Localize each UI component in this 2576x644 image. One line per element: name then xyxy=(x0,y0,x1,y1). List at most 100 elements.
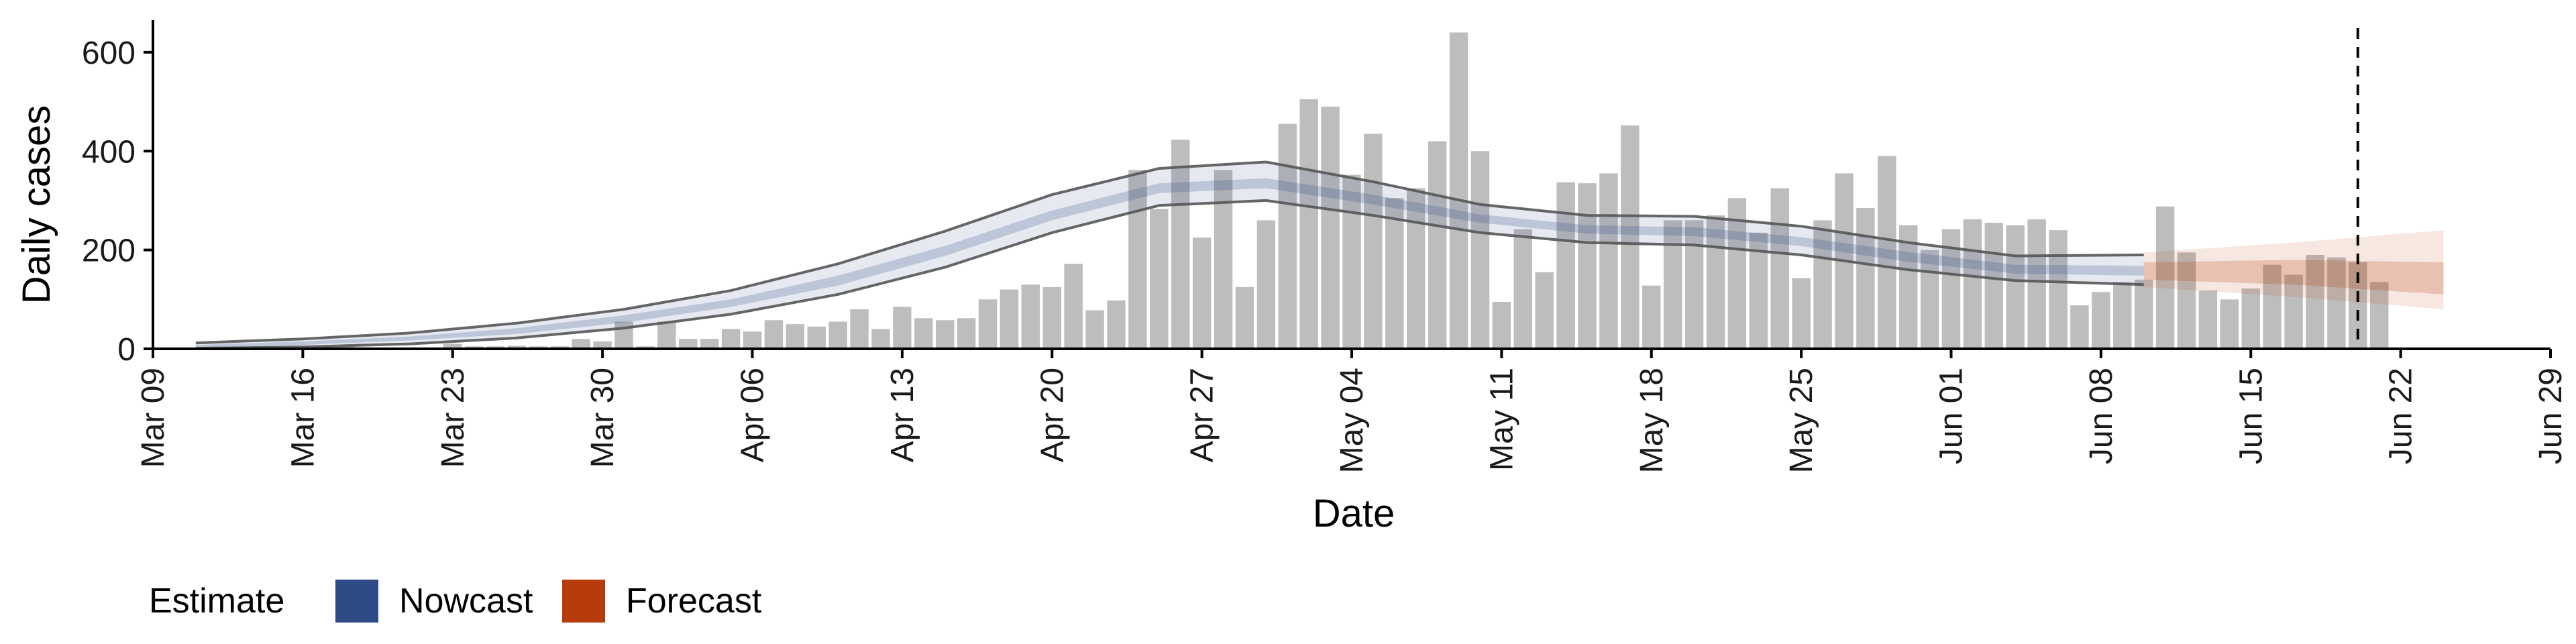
forecast-band-90 xyxy=(2143,230,2444,310)
case-bar xyxy=(1042,286,1061,349)
case-bar xyxy=(2092,292,2110,349)
legend-label-nowcast: Nowcast xyxy=(399,582,533,621)
case-bar xyxy=(1000,289,1019,349)
nowcast-bands xyxy=(195,162,2144,349)
case-bar xyxy=(2306,255,2324,349)
case-bar xyxy=(1792,278,1811,349)
x-tick-label: May 18 xyxy=(1634,368,1670,473)
x-tick-label: May 04 xyxy=(1334,368,1370,473)
case-bar xyxy=(1085,310,1104,349)
case-bar xyxy=(1021,284,1040,349)
case-bar xyxy=(2241,288,2260,349)
case-bar xyxy=(1706,215,1725,349)
case-bar xyxy=(2070,305,2089,349)
case-bar xyxy=(1920,250,1939,349)
case-bar xyxy=(721,329,741,349)
case-bar xyxy=(700,339,719,349)
interval-lines xyxy=(195,160,2144,350)
case-bar xyxy=(1407,188,1426,349)
y-tick-label: 400 xyxy=(82,134,136,170)
case-bar xyxy=(1150,209,1169,349)
case-bar xyxy=(957,318,976,349)
x-axis-title: Date xyxy=(1313,492,1395,535)
x-tick-label: Apr 06 xyxy=(735,368,771,462)
case-bar xyxy=(1449,32,1468,349)
case-bar xyxy=(2049,230,2068,349)
y-tick-label: 200 xyxy=(82,233,136,269)
nowcast-band-90 xyxy=(195,162,2144,349)
nowcast-lower-line xyxy=(195,199,2144,350)
case-bar xyxy=(443,343,462,349)
legend-label-forecast: Forecast xyxy=(626,582,762,621)
case-bar xyxy=(1428,141,1447,350)
y-tick-label: 600 xyxy=(82,36,136,71)
case-bar xyxy=(1064,264,1083,349)
x-tick-label: May 11 xyxy=(1484,368,1519,471)
case-bar xyxy=(657,321,676,349)
forecast-bands xyxy=(2143,230,2444,310)
case-bar xyxy=(2284,274,2303,349)
case-bar xyxy=(1171,140,1190,349)
case-bar xyxy=(1385,198,1404,349)
case-bar xyxy=(786,324,805,349)
case-bar xyxy=(1727,198,1747,349)
case-bar xyxy=(1599,173,1618,349)
x-tick-label: Jun 08 xyxy=(2084,368,2119,464)
case-bar xyxy=(2220,299,2239,349)
case-bar xyxy=(978,299,998,349)
x-tick-label: Mar 09 xyxy=(136,368,171,468)
case-bar xyxy=(1235,286,1254,349)
legend-swatch-forecast xyxy=(562,580,605,623)
legend-swatch-nowcast xyxy=(335,580,378,623)
forecast-band-50 xyxy=(2143,260,2444,294)
case-bar xyxy=(1878,156,1896,349)
x-tick-label: Apr 27 xyxy=(1185,368,1220,462)
case-bar xyxy=(1470,151,1490,349)
case-bar xyxy=(1192,237,1212,349)
case-bar xyxy=(828,321,847,349)
x-tick-label: Apr 13 xyxy=(885,368,920,462)
case-bar xyxy=(1963,219,1982,349)
x-tick-label: Mar 30 xyxy=(585,368,621,468)
case-bar xyxy=(1513,229,1533,349)
case-bar xyxy=(2113,282,2132,349)
x-tick-label: Jun 22 xyxy=(2383,368,2419,464)
case-bar xyxy=(1578,183,1597,349)
case-bar xyxy=(1984,223,2004,349)
case-bar xyxy=(1621,125,1640,349)
x-tick-label: Jun 15 xyxy=(2233,368,2269,464)
case-bar xyxy=(935,320,955,349)
case-bar xyxy=(764,320,784,349)
case-bar xyxy=(871,329,890,349)
case-bar xyxy=(572,339,590,349)
case-bar xyxy=(1663,220,1682,349)
case-bar xyxy=(1214,170,1233,349)
case-bar xyxy=(743,331,762,349)
case-bar xyxy=(1684,220,1704,349)
case-bar xyxy=(1642,285,1661,349)
case-bar xyxy=(1898,225,1918,349)
case-bar xyxy=(1770,188,1789,349)
case-bar xyxy=(807,326,826,349)
case-bar xyxy=(1813,220,1832,349)
case-bar xyxy=(2006,225,2025,349)
case-bar xyxy=(679,339,698,349)
case-bar xyxy=(2369,282,2389,349)
case-bar xyxy=(2327,257,2346,349)
case-bar xyxy=(1556,182,1575,349)
x-tick-label: May 25 xyxy=(1784,368,1819,473)
case-bar xyxy=(1128,170,1147,349)
case-bar xyxy=(1256,220,1276,349)
nowcast-upper-line xyxy=(195,160,2144,345)
case-bar xyxy=(2155,206,2175,349)
x-tick-label: Jun 29 xyxy=(2533,368,2569,464)
case-bars xyxy=(186,32,2389,350)
x-axis-ticks: Mar 09 Mar 16 Mar 23 Mar 30 Apr 06 Apr 13 Apr … xyxy=(136,349,2569,473)
x-tick-label: Apr 20 xyxy=(1034,368,1070,462)
case-bar xyxy=(593,341,612,349)
case-bar xyxy=(507,345,527,349)
case-bar xyxy=(2177,252,2196,349)
y-tick-label: 0 xyxy=(117,332,136,368)
case-bar xyxy=(1535,272,1554,349)
legend: Estimate Nowcast Forecast xyxy=(149,580,762,623)
